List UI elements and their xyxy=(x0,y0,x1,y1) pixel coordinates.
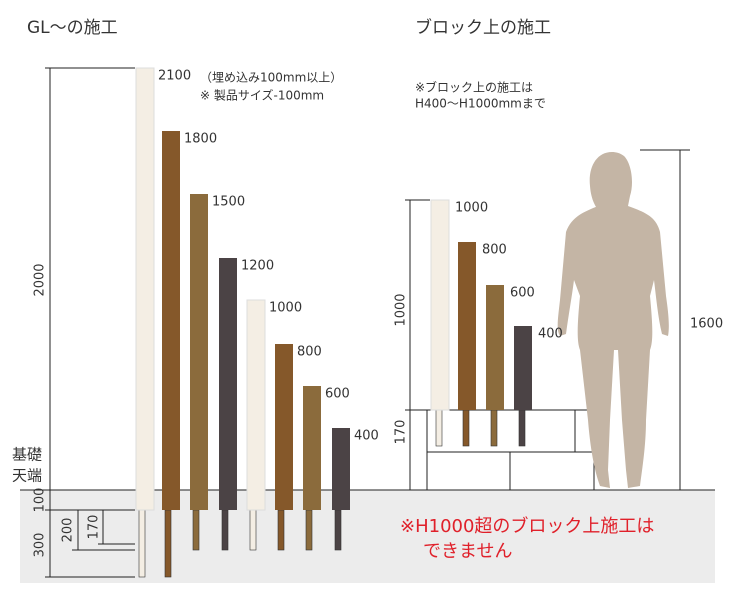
post xyxy=(190,194,208,510)
right-title: ブロック上の施工 xyxy=(415,17,551,38)
dim-label: 200 xyxy=(61,518,76,543)
post-leg xyxy=(221,509,229,551)
post-leg xyxy=(138,509,146,578)
post xyxy=(275,344,293,510)
dim-label: 170 xyxy=(87,515,102,540)
note: ※ 製品サイズ-100mm xyxy=(200,88,324,103)
post-label: 1000 xyxy=(455,201,488,216)
dim-label: 1000 xyxy=(394,293,409,326)
post xyxy=(514,326,532,410)
post-leg xyxy=(164,509,172,578)
dim-label: 170 xyxy=(394,420,409,445)
post-leg xyxy=(435,409,443,447)
dim-label: 2000 xyxy=(33,263,48,296)
post-leg xyxy=(518,409,526,447)
post xyxy=(458,242,476,410)
post-label: 1000 xyxy=(269,301,302,316)
post-leg xyxy=(249,509,257,551)
post-leg xyxy=(490,409,498,447)
post xyxy=(303,386,321,510)
post-label: 600 xyxy=(325,387,350,402)
post xyxy=(486,285,504,410)
post-label: 1200 xyxy=(241,259,274,274)
post xyxy=(162,131,180,510)
base-label: 天端 xyxy=(12,467,42,485)
block xyxy=(426,409,595,491)
post-leg xyxy=(192,509,200,551)
post xyxy=(219,258,237,510)
dim-label: 300 xyxy=(33,533,48,558)
post-label: 600 xyxy=(510,286,535,301)
note: H400〜H1000mmまで xyxy=(415,97,546,111)
warning: できません xyxy=(423,541,512,562)
post-label: 800 xyxy=(297,345,322,360)
note: ※ブロック上の施工は xyxy=(415,80,533,95)
person-silhouette xyxy=(557,152,669,488)
base-label: 基礎 xyxy=(12,446,42,464)
post xyxy=(332,428,350,510)
post xyxy=(246,299,266,511)
post-label: 1800 xyxy=(184,132,217,147)
post-leg xyxy=(305,509,313,551)
post xyxy=(430,199,450,411)
left-title: GL〜の施工 xyxy=(27,18,118,38)
warning: ※H1000超のブロック上施工は xyxy=(400,515,654,537)
post-label: 400 xyxy=(354,429,379,444)
post-leg xyxy=(277,509,285,551)
dim-label: 100 xyxy=(33,488,48,513)
post xyxy=(135,67,155,511)
post-label: 2100 xyxy=(158,69,191,84)
dim-label: 1600 xyxy=(690,317,723,332)
post-label: 1500 xyxy=(212,195,245,210)
post-label: 400 xyxy=(538,327,563,342)
post-leg xyxy=(462,409,470,447)
post-label: 800 xyxy=(482,243,507,258)
note: （埋め込み100mm以上） xyxy=(200,71,342,85)
post-leg xyxy=(334,509,342,551)
